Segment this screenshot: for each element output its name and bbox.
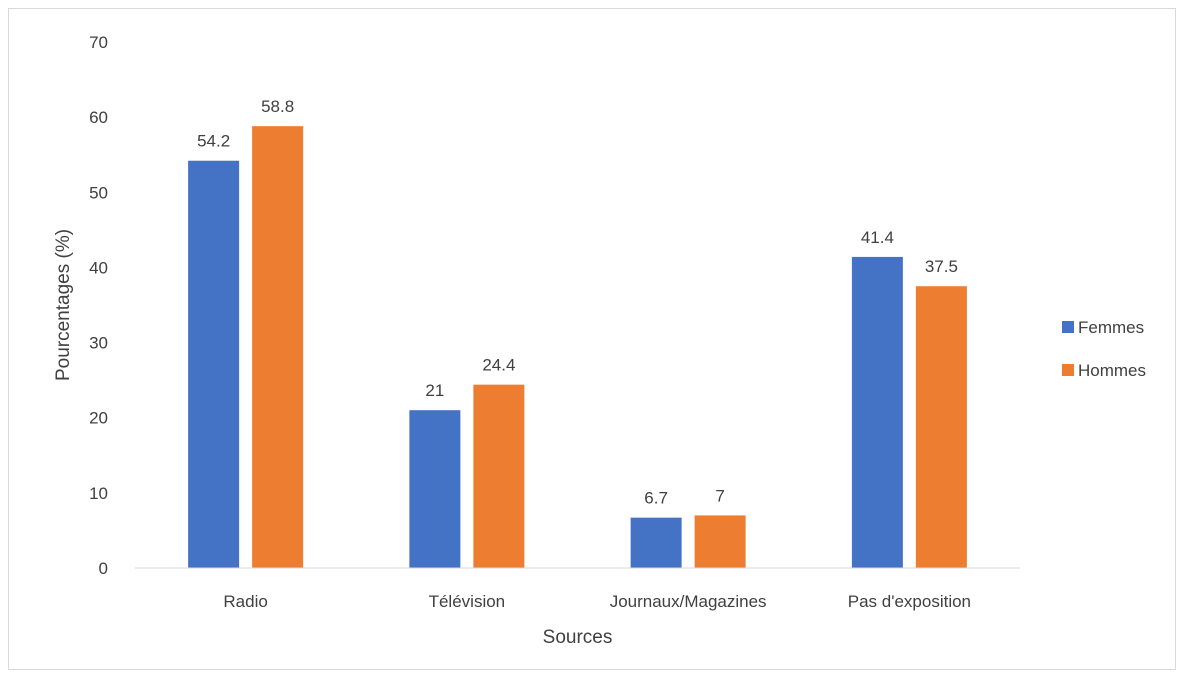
y-tick-label: 30: [89, 334, 108, 353]
data-label: 58.8: [261, 97, 294, 116]
data-label: 24.4: [482, 356, 515, 375]
bar-femmes-1: [188, 160, 240, 568]
bar-femmes-3: [630, 517, 682, 568]
y-tick-label: 10: [89, 484, 108, 503]
x-tick-label: Pas d'exposition: [848, 592, 971, 611]
bar-hommes-4: [915, 286, 967, 568]
legend-label: Hommes: [1078, 361, 1146, 380]
y-axis-title: Pourcentages (%): [53, 229, 74, 381]
legend-swatch-femmes: [1062, 321, 1074, 333]
y-tick-label: 0: [99, 559, 108, 578]
legend: Femmes Hommes: [1062, 318, 1146, 380]
data-label: 21: [425, 381, 444, 400]
y-tick-label: 60: [89, 108, 108, 127]
bar-hommes-2: [473, 384, 525, 568]
data-label: 54.2: [197, 132, 230, 151]
x-axis-title: Sources: [543, 627, 613, 648]
bar-femmes-2: [409, 410, 461, 568]
bars: [188, 126, 967, 568]
legend-label: Femmes: [1078, 318, 1144, 337]
x-axis-ticks: Radio Télévision Journaux/Magazines Pas d'e…: [223, 592, 971, 611]
bar-femmes-4: [851, 256, 903, 568]
data-label: 6.7: [644, 489, 668, 508]
x-tick-label: Télévision: [429, 592, 506, 611]
bar-hommes-3: [694, 515, 746, 568]
y-tick-label: 50: [89, 183, 108, 202]
y-tick-label: 40: [89, 258, 108, 277]
data-label: 7: [715, 486, 724, 505]
data-labels: 54.2 58.8 21 24.4 6.7 7 41.4 37.5: [197, 97, 958, 507]
bar-hommes-1: [252, 126, 304, 568]
data-label: 37.5: [925, 257, 958, 276]
y-axis-ticks: 0 10 20 30 40 50 60 70: [89, 33, 108, 578]
y-tick-label: 20: [89, 409, 108, 428]
data-label: 41.4: [861, 228, 894, 247]
y-tick-label: 70: [89, 33, 108, 52]
x-tick-label: Radio: [223, 592, 267, 611]
x-tick-label: Journaux/Magazines: [610, 592, 767, 611]
legend-swatch-hommes: [1062, 364, 1074, 376]
